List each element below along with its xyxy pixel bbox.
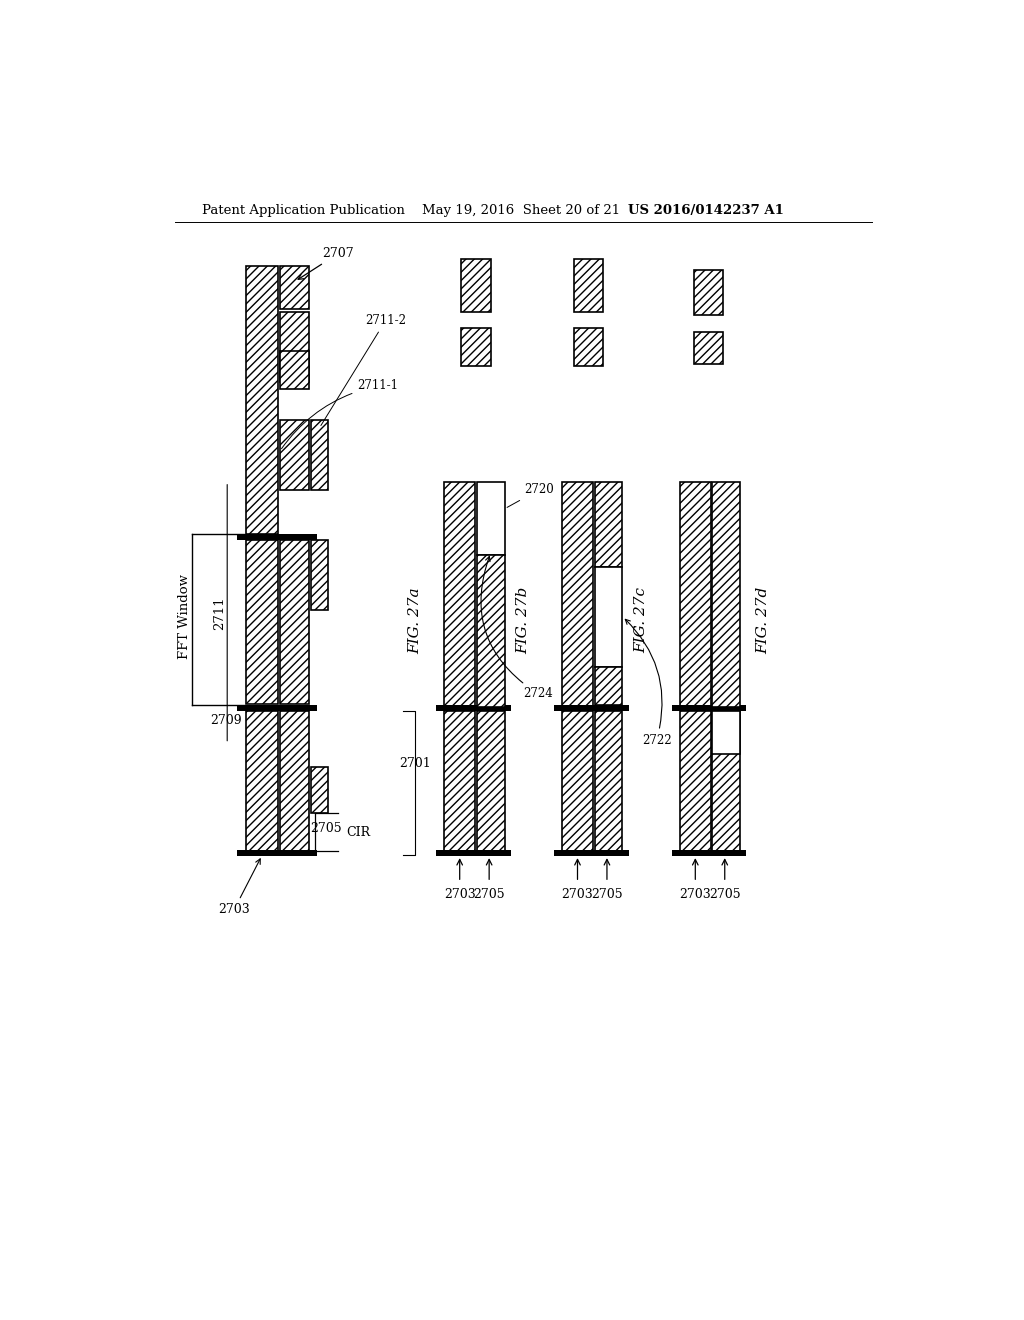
Text: FIG. 27a: FIG. 27a [408, 587, 422, 653]
Text: 2703: 2703 [680, 887, 712, 900]
Text: 2705: 2705 [709, 887, 740, 900]
Bar [562, 482, 593, 706]
Bar [311, 540, 328, 610]
Bar [237, 705, 317, 711]
Text: FFT Window: FFT Window [178, 574, 191, 659]
Bar [595, 667, 623, 705]
Bar [246, 540, 279, 704]
Bar [672, 705, 746, 711]
Bar [680, 711, 711, 854]
Bar [573, 327, 603, 367]
Text: 2705: 2705 [473, 887, 505, 900]
Text: 2709: 2709 [210, 714, 242, 727]
Bar [573, 259, 603, 313]
Text: US 2016/0142237 A1: US 2016/0142237 A1 [628, 205, 783, 218]
Text: CIR: CIR [346, 825, 370, 838]
Bar [311, 767, 328, 813]
Text: 2724: 2724 [481, 557, 553, 701]
Bar [436, 705, 511, 711]
Text: 2705: 2705 [591, 887, 623, 900]
Bar [693, 271, 723, 314]
Bar [672, 850, 746, 857]
Text: 2703: 2703 [218, 859, 260, 916]
Text: 2703: 2703 [561, 887, 593, 900]
Text: 2711-2: 2711-2 [321, 314, 407, 425]
Bar [477, 711, 505, 854]
Text: FIG. 27b: FIG. 27b [516, 587, 530, 653]
Text: 2707: 2707 [298, 247, 354, 280]
Bar [436, 850, 511, 857]
Text: 2701: 2701 [399, 756, 431, 770]
Bar [461, 327, 490, 367]
Bar [444, 711, 475, 854]
Text: 2720: 2720 [507, 483, 554, 507]
Bar [246, 711, 279, 854]
Text: 2711-1: 2711-1 [282, 379, 398, 449]
Bar [554, 850, 629, 857]
Text: Patent Application Publication: Patent Application Publication [202, 205, 404, 218]
Text: May 19, 2016  Sheet 20 of 21: May 19, 2016 Sheet 20 of 21 [423, 205, 621, 218]
Bar [280, 351, 309, 389]
Bar [680, 482, 711, 706]
Bar [280, 711, 309, 854]
Bar [713, 711, 740, 754]
Bar [562, 711, 593, 854]
Bar [237, 850, 317, 857]
Bar [246, 267, 279, 535]
Text: 2705: 2705 [310, 822, 342, 836]
Bar [713, 482, 740, 706]
Text: 2722: 2722 [626, 619, 672, 747]
Bar [237, 535, 317, 540]
Bar [311, 420, 328, 490]
Bar [595, 482, 623, 566]
Text: FIG. 27c: FIG. 27c [634, 587, 648, 653]
Bar [595, 711, 623, 854]
Bar [444, 482, 475, 706]
Bar [477, 482, 505, 554]
Bar [280, 267, 309, 309]
Bar [595, 566, 623, 667]
Text: FIG. 27d: FIG. 27d [757, 587, 770, 653]
Bar [554, 705, 629, 711]
Bar [477, 554, 505, 706]
Text: 2703: 2703 [443, 887, 475, 900]
Bar [461, 259, 490, 313]
Bar [280, 540, 309, 704]
Bar [693, 331, 723, 364]
Text: 2711: 2711 [213, 595, 226, 630]
Bar [280, 420, 309, 490]
Bar [280, 313, 309, 381]
Bar [713, 711, 740, 854]
